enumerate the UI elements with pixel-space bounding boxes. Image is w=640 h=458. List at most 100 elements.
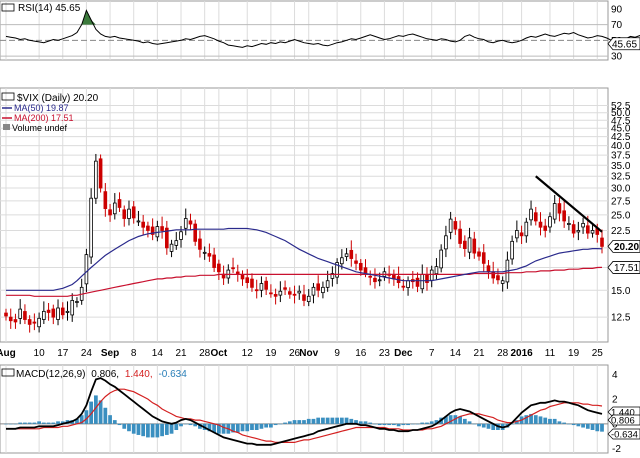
macd-histogram-bar [8,423,13,425]
macd-histogram-bar [557,421,562,424]
candle-body [552,203,557,220]
candle [463,235,467,257]
macd-histogram-bar [321,417,325,424]
macd-legend: MACD(12,26,9) 0.806, 1.440, -0.634 [16,369,187,380]
price-y-tick-label: 42.5 [611,132,631,143]
macd-histogram-bar [240,423,245,432]
candle [112,193,117,220]
candle [231,257,235,273]
x-axis-tick-label: 19 [568,348,580,359]
candle [56,299,60,326]
macd-histogram-bar [103,407,108,424]
macd-histogram-bar [448,415,453,424]
candle [439,244,443,273]
price-y-tick-label: 45.0 [611,124,631,135]
candle-body [415,277,420,287]
price-y-tick-label: 35.0 [611,161,631,172]
macd-histogram-bar [396,423,401,427]
macd-histogram-bar [297,420,302,424]
candle-body [600,237,604,247]
candle [60,302,65,320]
candle-body [590,230,595,234]
candle [98,154,103,193]
macd-value-tag-label: 1.440 [611,408,635,419]
candle [188,213,193,230]
candle-body [283,287,287,290]
macd-signal-line [6,388,603,443]
candle [515,220,519,243]
price-tag-label: 20.20 [614,242,639,253]
macd-histogram-bar [311,418,316,424]
x-axis-tick-label: 8 [131,348,137,359]
candle [202,246,207,260]
candle [273,288,278,305]
rsi-y-tick-label: 30 [611,52,623,63]
candle [174,232,179,250]
candle-body [538,221,543,228]
candle [311,282,316,304]
macd-histogram-bar [415,423,420,425]
macd-y-tick-label: -2 [612,444,621,455]
candle [150,218,155,241]
macd-histogram-bar [292,420,297,424]
x-axis-tick-label: 14 [450,348,462,359]
candle [165,220,169,255]
macd-histogram-bar [462,418,467,424]
candle [183,208,188,236]
candle [89,188,93,264]
macd-histogram-bar [51,422,56,424]
candle [146,221,150,238]
macd-histogram-bar [46,422,51,424]
macd-histogram-bar [344,417,349,424]
macd-histogram-bar [325,417,330,424]
candle-body [259,283,264,291]
candle-body [179,231,183,240]
candle [122,205,127,227]
candle-body [37,317,41,328]
candle-body [250,278,254,288]
price-tag-box [607,239,640,253]
candle-body [254,289,259,292]
macd-histogram-bar [358,421,363,424]
candle [434,258,439,280]
candle-body [340,257,344,265]
candle-body [217,263,221,273]
candle-body [193,223,198,242]
price-y-tick-label: 25.0 [611,210,631,221]
candle-body [198,238,202,250]
candle-body [486,265,491,273]
candle-body [567,223,571,225]
macd-histogram-bar [108,415,112,424]
candle-body [429,269,434,281]
candle-body [27,319,32,325]
candle-body [174,240,179,246]
macd-histogram-bar [567,423,571,425]
candle-body [491,271,496,279]
chart-icon [1,368,15,377]
candle-body [420,274,425,290]
candle-body [160,226,164,231]
candle-body [235,271,240,274]
candle [193,219,198,246]
volume-legend-swatch [3,124,10,130]
candle [51,304,56,325]
macd-histogram-bar [363,421,368,424]
price-y-tick-label: 52.5 [611,101,631,112]
macd-histogram-bar [562,422,567,424]
candle [254,279,259,299]
macd-histogram-bar [155,423,160,438]
candle [444,225,448,258]
candle-body [306,295,311,303]
candle-body [439,249,443,269]
macd-histogram-bar [131,423,136,434]
macd-histogram-bar [89,401,94,424]
macd-histogram-bar [339,417,344,424]
macd-histogram-bar [188,423,193,426]
candle-body [70,300,75,316]
candle-body [406,280,410,288]
x-axis-tick-label: Dec [394,348,413,359]
macd-histogram-bar [377,423,382,426]
candle [32,313,37,331]
candle-body [311,286,316,296]
price-y-tick-label: 22.5 [611,226,631,237]
